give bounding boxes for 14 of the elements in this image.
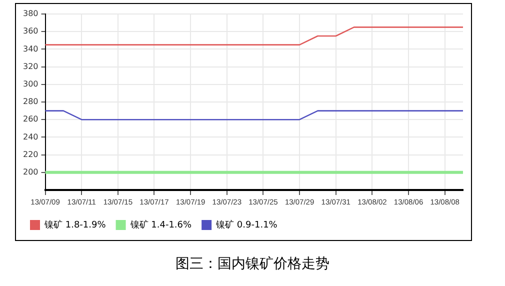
y-tick-label: 320 [22, 62, 38, 71]
legend-label: 镍矿 0.9-1.1% [215, 219, 278, 230]
y-tick-label: 360 [22, 26, 38, 36]
y-tick-label: 200 [22, 167, 38, 176]
y-tick-label: 340 [22, 44, 38, 54]
text: 图三：国内镍矿价格走势 [174, 255, 330, 273]
y-tick-label: 220 [22, 150, 38, 159]
y-tick-label: 240 [22, 132, 38, 142]
legend-label: 镍矿 1.4-1.6% [129, 219, 192, 230]
y-tick-label: 300 [22, 79, 38, 88]
y-tick-label: 260 [22, 114, 38, 124]
y-tick-label: 380 [22, 9, 38, 18]
legend-label: 镍矿 1.8-1.9% [44, 219, 106, 230]
y-tick-label: 280 [22, 97, 38, 106]
